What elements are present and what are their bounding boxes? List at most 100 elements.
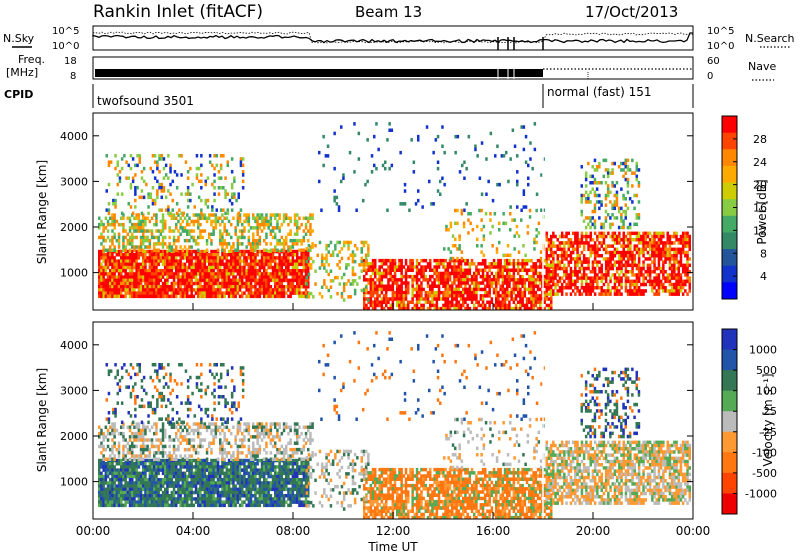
echo-cell [236, 245, 240, 249]
echo-cell [554, 286, 557, 290]
echo-cell [498, 240, 501, 245]
echo-cell [624, 250, 628, 255]
echo-cell [484, 274, 487, 279]
echo-cell [125, 176, 128, 180]
echo-cell [160, 186, 163, 190]
echo-cell [122, 238, 125, 243]
echo-cell [534, 300, 538, 304]
echo-cell [437, 278, 441, 282]
echo-cell [170, 248, 174, 252]
echo-cell [342, 243, 346, 248]
echo-cell [484, 290, 487, 295]
echo-cell [345, 263, 348, 267]
echo-cell [236, 291, 240, 295]
echo-cell [629, 244, 632, 248]
echo-cell [369, 287, 373, 292]
echo-cell [662, 234, 665, 239]
echo-cell [642, 289, 645, 293]
echo-cell [305, 247, 308, 251]
echo-cell [415, 268, 419, 272]
echo-cell [400, 297, 403, 301]
echo-cell [684, 254, 687, 258]
echo-cell [602, 282, 606, 287]
echo-cell [506, 297, 509, 301]
echo-cell [212, 256, 215, 260]
echo-cell [192, 235, 196, 240]
echo-cell [314, 269, 317, 273]
echo-cell [499, 274, 502, 279]
echo-cell [230, 253, 233, 257]
echo-cell [499, 300, 502, 304]
echo-cell [474, 147, 477, 152]
echo-cell [574, 266, 577, 271]
echo-cell [280, 285, 284, 289]
echo-cell [362, 243, 366, 248]
echo-cell [159, 291, 163, 295]
echo-cell [135, 462, 138, 466]
echo-cell [157, 238, 160, 243]
echo-cell [510, 290, 513, 295]
echo-cell [104, 256, 108, 260]
echo-cell [263, 219, 266, 224]
echo-cell [269, 262, 273, 267]
echo-cell [376, 268, 379, 272]
echo-cell [100, 458, 103, 463]
echo-cell [617, 206, 621, 211]
y-tick-label: 1000 [60, 267, 88, 280]
echo-cell [148, 242, 152, 246]
echo-cell [293, 285, 297, 289]
echo-cell [104, 500, 108, 504]
echo-cell [144, 262, 147, 267]
echo-cell [602, 289, 606, 293]
echo-cell [462, 271, 465, 276]
echo-cell [120, 474, 123, 479]
echo-cell [459, 297, 463, 301]
echo-cell [233, 192, 236, 196]
echo-cell [453, 262, 456, 266]
echo-cell [340, 179, 343, 184]
echo-cell [120, 166, 124, 171]
echo-cell [186, 238, 189, 243]
echo-cell [232, 262, 235, 267]
echo-cell [480, 244, 483, 248]
echo-cell [646, 234, 650, 239]
echo-cell [422, 303, 425, 308]
echo-cell [520, 218, 523, 222]
echo-cell [637, 289, 641, 293]
echo-cell [117, 474, 121, 479]
echo-cell [655, 292, 658, 296]
colorbar-tick-label: 28 [753, 133, 767, 146]
echo-cell [516, 170, 519, 174]
echo-cell [455, 284, 458, 288]
echo-cell [289, 248, 292, 252]
echo-cell [269, 291, 273, 295]
echo-cell [230, 294, 233, 299]
echo-cell [170, 269, 174, 273]
echo-cell [205, 265, 209, 270]
echo-cell [161, 269, 165, 273]
echo-cell [329, 279, 333, 283]
echo-cell [100, 484, 103, 488]
echo-cell [142, 226, 145, 230]
echo-cell [556, 279, 559, 284]
echo-cell [451, 265, 454, 269]
echo-cell [525, 278, 529, 282]
echo-cell [186, 294, 189, 299]
velocity-data [98, 322, 691, 520]
echo-cell [426, 278, 430, 282]
echo-cell [356, 247, 359, 251]
echo-cell [155, 259, 158, 263]
echo-cell [320, 263, 324, 267]
echo-cell [205, 294, 209, 299]
echo-cell [595, 181, 599, 185]
echo-cell [424, 297, 428, 301]
echo-cell [208, 285, 211, 289]
echo-cell [486, 281, 489, 285]
echo-cell [646, 257, 650, 261]
echo-cell [182, 211, 185, 216]
echo-cell [224, 176, 227, 180]
echo-cell [201, 259, 204, 263]
echo-cell [169, 170, 172, 174]
echo-cell [473, 271, 476, 276]
echo-cell [197, 242, 200, 246]
